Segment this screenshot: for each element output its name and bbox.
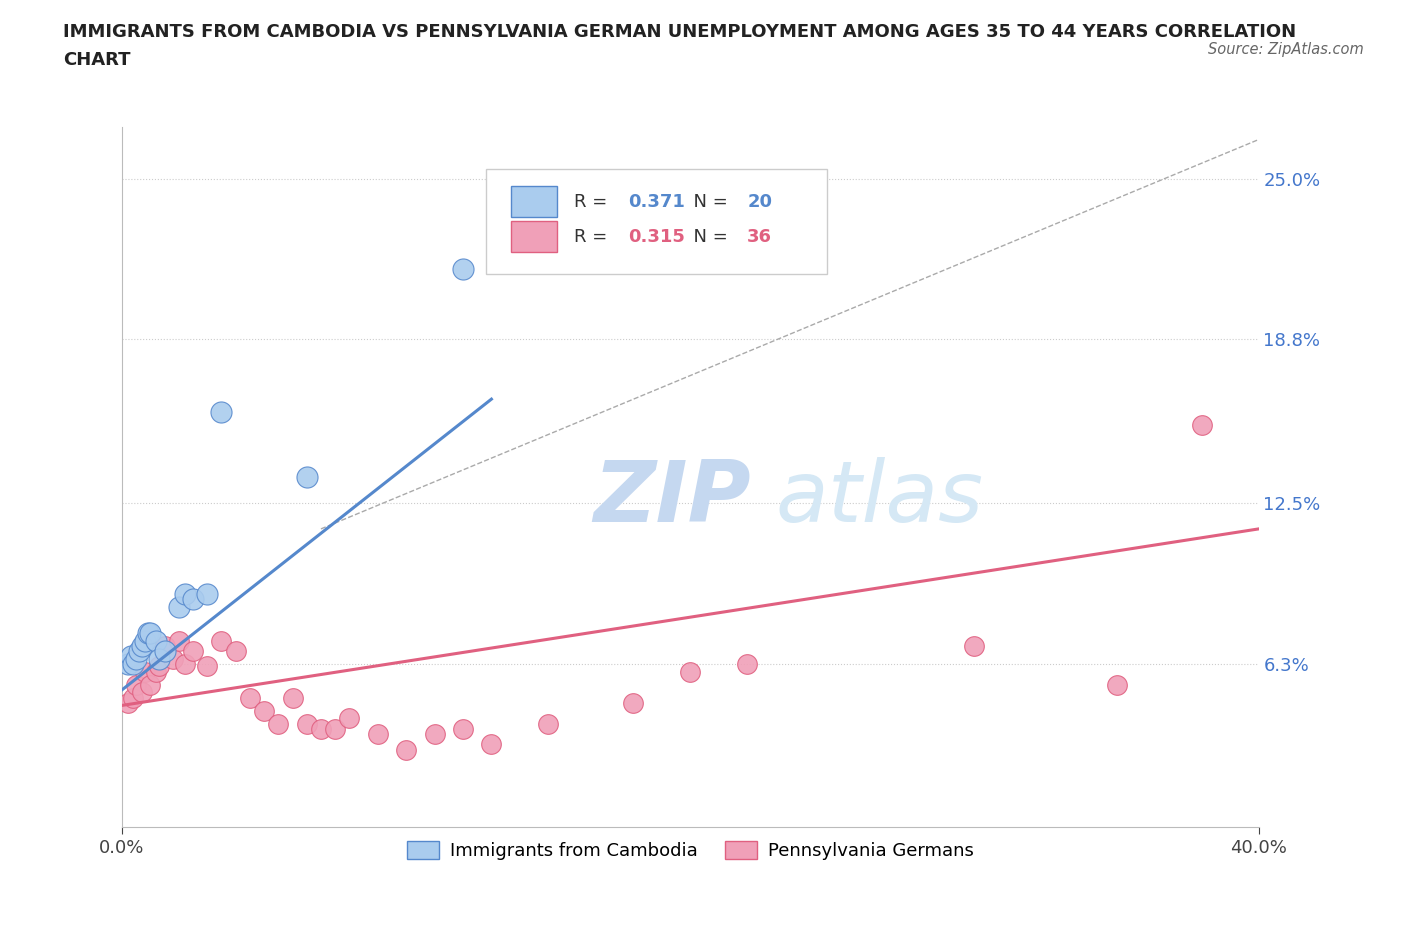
Text: 0.371: 0.371 xyxy=(628,193,685,210)
Text: CHART: CHART xyxy=(63,51,131,69)
Point xyxy=(267,716,290,731)
FancyBboxPatch shape xyxy=(485,168,827,273)
Point xyxy=(1105,677,1128,692)
Point xyxy=(120,648,142,663)
Point xyxy=(225,644,247,658)
Point xyxy=(239,690,262,705)
Point xyxy=(145,664,167,679)
Point xyxy=(134,633,156,648)
Point xyxy=(211,405,233,419)
Point xyxy=(181,591,204,606)
Point xyxy=(167,599,190,614)
Point xyxy=(395,742,418,757)
Point xyxy=(623,696,645,711)
Point xyxy=(735,657,758,671)
Point xyxy=(195,586,218,601)
Point xyxy=(134,664,156,679)
Text: 36: 36 xyxy=(747,228,772,246)
Text: ZIP: ZIP xyxy=(593,457,751,539)
Point xyxy=(153,644,176,658)
Point xyxy=(131,685,153,700)
FancyBboxPatch shape xyxy=(510,186,557,217)
Point xyxy=(337,711,360,725)
Point xyxy=(481,737,503,751)
Point xyxy=(145,633,167,648)
Point xyxy=(153,638,176,653)
Point xyxy=(195,659,218,674)
Text: N =: N = xyxy=(682,193,734,210)
Point xyxy=(281,690,304,705)
Point xyxy=(423,726,446,741)
Point xyxy=(117,696,139,711)
Point xyxy=(211,633,233,648)
Point xyxy=(367,726,389,741)
Point xyxy=(136,625,159,640)
Text: 0.315: 0.315 xyxy=(628,228,685,246)
Point xyxy=(148,659,170,674)
Text: IMMIGRANTS FROM CAMBODIA VS PENNSYLVANIA GERMAN UNEMPLOYMENT AMONG AGES 35 TO 44: IMMIGRANTS FROM CAMBODIA VS PENNSYLVANIA… xyxy=(63,23,1296,41)
Point xyxy=(162,651,184,666)
Point xyxy=(128,644,150,658)
Point xyxy=(451,262,474,277)
Point xyxy=(173,586,195,601)
Point xyxy=(253,703,276,718)
Point xyxy=(139,677,162,692)
Point xyxy=(295,716,318,731)
Point xyxy=(139,625,162,640)
Point xyxy=(451,722,474,737)
Legend: Immigrants from Cambodia, Pennsylvania Germans: Immigrants from Cambodia, Pennsylvania G… xyxy=(399,833,981,868)
Point xyxy=(125,677,148,692)
Text: R =: R = xyxy=(575,193,613,210)
Point xyxy=(131,638,153,653)
Text: R =: R = xyxy=(575,228,613,246)
Point xyxy=(122,657,145,671)
Point xyxy=(295,470,318,485)
Text: 20: 20 xyxy=(747,193,772,210)
Point xyxy=(148,651,170,666)
Point xyxy=(963,638,986,653)
Point xyxy=(181,644,204,658)
FancyBboxPatch shape xyxy=(510,221,557,252)
Point xyxy=(537,716,560,731)
Point xyxy=(122,690,145,705)
Point xyxy=(125,651,148,666)
Text: N =: N = xyxy=(682,228,734,246)
Text: atlas: atlas xyxy=(776,457,984,539)
Point xyxy=(679,664,702,679)
Point xyxy=(309,722,332,737)
Point xyxy=(1191,418,1213,432)
Point xyxy=(117,657,139,671)
Text: Source: ZipAtlas.com: Source: ZipAtlas.com xyxy=(1208,42,1364,57)
Point xyxy=(167,633,190,648)
Point xyxy=(173,657,195,671)
Point xyxy=(323,722,346,737)
